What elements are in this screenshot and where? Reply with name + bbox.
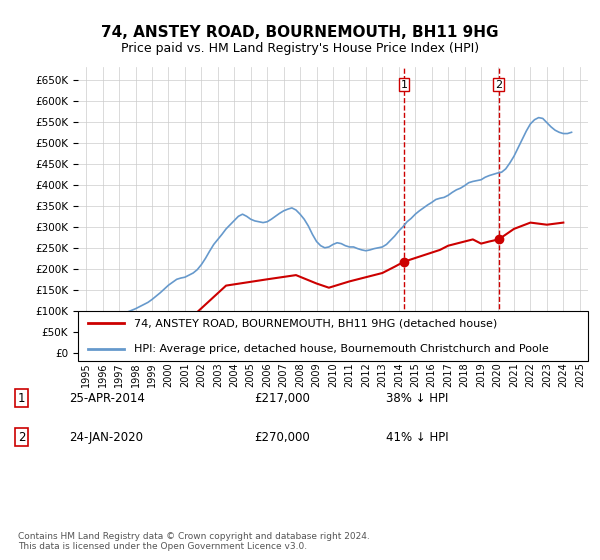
Text: 24-JAN-2020: 24-JAN-2020 — [70, 431, 143, 444]
Text: 2: 2 — [18, 431, 25, 444]
FancyBboxPatch shape — [78, 311, 588, 361]
Text: 74, ANSTEY ROAD, BOURNEMOUTH, BH11 9HG (detached house): 74, ANSTEY ROAD, BOURNEMOUTH, BH11 9HG (… — [134, 319, 497, 328]
Text: £270,000: £270,000 — [254, 431, 310, 444]
Text: HPI: Average price, detached house, Bournemouth Christchurch and Poole: HPI: Average price, detached house, Bour… — [134, 344, 549, 353]
Text: 74, ANSTEY ROAD, BOURNEMOUTH, BH11 9HG: 74, ANSTEY ROAD, BOURNEMOUTH, BH11 9HG — [101, 25, 499, 40]
Text: Price paid vs. HM Land Registry's House Price Index (HPI): Price paid vs. HM Land Registry's House … — [121, 42, 479, 55]
Text: 25-APR-2014: 25-APR-2014 — [70, 391, 145, 404]
Text: 2: 2 — [495, 80, 502, 90]
Text: 41% ↓ HPI: 41% ↓ HPI — [386, 431, 449, 444]
Text: 1: 1 — [401, 80, 407, 90]
Text: Contains HM Land Registry data © Crown copyright and database right 2024.
This d: Contains HM Land Registry data © Crown c… — [18, 532, 370, 552]
Text: 1: 1 — [18, 391, 25, 404]
Text: 38% ↓ HPI: 38% ↓ HPI — [386, 391, 449, 404]
Text: £217,000: £217,000 — [254, 391, 310, 404]
